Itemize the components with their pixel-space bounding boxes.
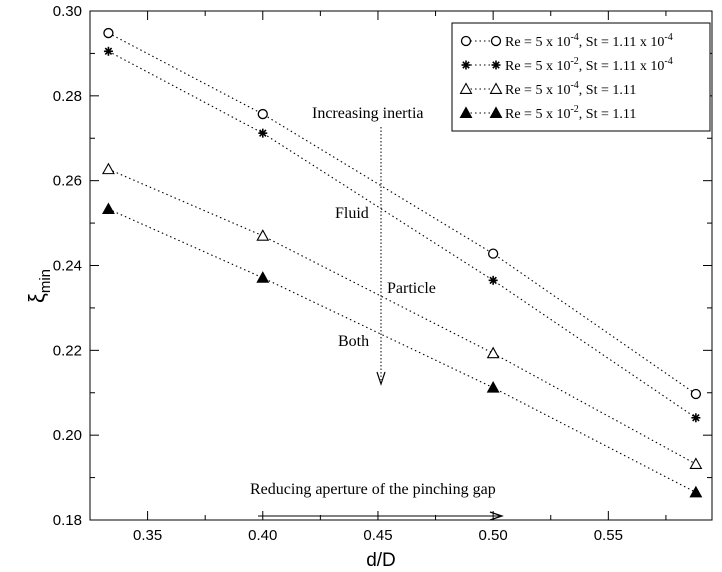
legend-marker-left xyxy=(459,106,473,118)
legend-marker-right xyxy=(491,60,501,70)
legend-entry-pre: Re = 5 x 10 xyxy=(505,35,570,50)
legend-marker-left xyxy=(460,35,472,47)
legend-entry-mid: , St = 1.11 x 10 xyxy=(579,35,665,50)
series-4-point-shape xyxy=(689,485,703,498)
plot-area: 0.35 0.40 0.45 0.50 0.55 0.18 0.20 0.22 0.24 0.26… xyxy=(24,3,713,571)
series-4-point xyxy=(256,271,270,283)
legend-entry-1: Re = 5 x 10-4, St = 1.11 x 10-4 xyxy=(505,32,673,50)
y-tick-label: 0.30 xyxy=(53,3,82,20)
series-line-4 xyxy=(108,208,697,493)
y-axis-title-subscript: min xyxy=(37,269,54,293)
series-2-point-stroke xyxy=(692,414,700,422)
series-3-point xyxy=(486,346,500,359)
x-tick-label: 0.50 xyxy=(479,527,508,544)
x-tick-label: 0.45 xyxy=(363,527,392,544)
legend-entry-pre: Re = 5 x 10 xyxy=(505,59,570,74)
series-line-3 xyxy=(108,168,697,465)
series-3-point xyxy=(689,457,703,469)
series-4-point xyxy=(101,202,115,215)
legend-entry-exp: -4 xyxy=(570,80,578,91)
series-3-point-shape xyxy=(486,346,500,359)
series-3-point xyxy=(101,162,115,175)
x-tick-label: 0.55 xyxy=(594,527,623,544)
legend-marker-right xyxy=(490,35,502,47)
legend-entry-mid: , St = 1.11 x 10 xyxy=(579,59,665,74)
series-2-point xyxy=(258,128,268,138)
legend-entry-exp2: -4 xyxy=(664,56,672,67)
y-tick-label: 0.22 xyxy=(53,342,82,359)
series-1-point xyxy=(257,108,268,120)
series-1-point-shape xyxy=(690,388,702,400)
legend-marker-left xyxy=(461,60,471,70)
annotation-increasing-inertia: Increasing inertia xyxy=(312,105,424,122)
legend-entry-exp: -4 xyxy=(570,32,578,43)
y-tick-label: 0.18 xyxy=(53,512,82,529)
series-2-point-stroke xyxy=(259,129,267,137)
legend: Re = 5 x 10-4, St = 1.11 x 10-4Re = 5 x … xyxy=(451,22,711,132)
legend-marker-right xyxy=(489,106,503,118)
legend-marker-left xyxy=(459,82,473,94)
series-3-point-shape xyxy=(101,162,115,175)
annotation-reducing-aperture: Reducing aperture of the pinching gap xyxy=(250,481,496,498)
legend-marker-right-shape xyxy=(490,35,502,47)
y-tick-label: 0.24 xyxy=(53,258,82,275)
series-1-point xyxy=(690,388,702,400)
series-4-point-shape xyxy=(256,271,270,283)
series-2-point xyxy=(488,275,498,285)
x-axis-title: d/D xyxy=(366,550,396,571)
series-1-point-shape xyxy=(487,248,499,259)
legend-entry-4: Re = 5 x 10-2, St = 1.11 xyxy=(505,104,636,122)
series-1-point xyxy=(103,27,114,39)
legend-entry-2: Re = 5 x 10-2, St = 1.11 x 10-4 xyxy=(505,56,673,74)
annotation-particle: Particle xyxy=(387,280,436,297)
arrow-increasing-inertia-head xyxy=(376,371,386,386)
legend-entry-mid: , St = 1.11 xyxy=(579,107,637,122)
series-2-point xyxy=(103,46,113,56)
x-tick-label: 0.35 xyxy=(133,527,162,544)
series-3-point-shape xyxy=(689,457,703,469)
legend-marker-left-shape xyxy=(459,82,473,94)
legend-entry-mid: , St = 1.11 xyxy=(579,83,637,98)
legend-entry-pre: Re = 5 x 10 xyxy=(505,107,570,122)
legend-marker-right-shape xyxy=(489,82,503,94)
legend-entry-pre: Re = 5 x 10 xyxy=(505,83,570,98)
series-1-point xyxy=(487,248,499,259)
legend-marker-right-shape xyxy=(489,106,503,118)
series-4-point-shape xyxy=(101,202,115,215)
series-3-point xyxy=(256,229,270,241)
series-4-point-shape xyxy=(486,381,500,393)
y-axis-title-symbol: ξ xyxy=(24,293,49,303)
series-3-point-shape xyxy=(256,229,270,241)
y-tick-label: 0.28 xyxy=(53,88,82,105)
legend-marker-right-stroke xyxy=(492,61,500,69)
x-tick-label: 0.40 xyxy=(248,527,277,544)
series-1-point-shape xyxy=(257,108,268,120)
annotations: Increasing inertia Fluid Particle Both R… xyxy=(250,105,504,521)
series-4-point xyxy=(689,485,703,498)
annotation-fluid: Fluid xyxy=(335,205,369,222)
legend-entry-3: Re = 5 x 10-4, St = 1.11 xyxy=(505,80,636,98)
series-2-point-stroke xyxy=(104,47,113,56)
legend-marker-left-stroke xyxy=(462,61,470,69)
arrow-reducing-aperture-head xyxy=(489,511,504,521)
legend-entry-exp2: -4 xyxy=(664,32,672,43)
legend-marker-left-shape xyxy=(460,35,472,47)
legend-entry-exp: -2 xyxy=(570,56,578,67)
series-line-2 xyxy=(108,50,697,419)
series-2-point-stroke xyxy=(489,276,497,285)
y-tick-label: 0.26 xyxy=(53,173,82,190)
annotation-both: Both xyxy=(338,333,369,350)
y-axis-title: ξmin xyxy=(24,269,54,303)
series-1-point-shape xyxy=(103,27,114,39)
legend-marker-left-shape xyxy=(459,106,473,118)
y-tick-label: 0.20 xyxy=(53,427,82,444)
series-2-point xyxy=(691,413,701,423)
legend-marker-right xyxy=(489,82,503,94)
legend-entry-exp: -2 xyxy=(570,104,578,115)
series-4-point xyxy=(486,381,500,393)
